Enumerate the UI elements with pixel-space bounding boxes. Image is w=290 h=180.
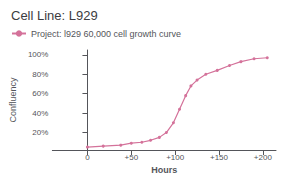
svg-text:Cell Line: L929: Cell Line: L929 [11, 8, 98, 23]
svg-text:Confluency: Confluency [8, 77, 18, 123]
svg-text:60%: 60% [32, 89, 48, 98]
svg-text:0: 0 [85, 153, 90, 162]
svg-text:+150: +150 [210, 153, 229, 162]
svg-text:+50: +50 [125, 153, 139, 162]
svg-text:40%: 40% [32, 109, 48, 118]
svg-text:+100: +100 [166, 153, 185, 162]
svg-text:100%: 100% [28, 50, 48, 59]
svg-text:80%: 80% [32, 70, 48, 79]
svg-text:Hours: Hours [151, 165, 177, 175]
svg-text:+200: +200 [254, 153, 273, 162]
svg-text:20%: 20% [32, 128, 48, 137]
svg-text:Project: l929 60,000 cell grow: Project: l929 60,000 cell growth curve [31, 29, 181, 39]
